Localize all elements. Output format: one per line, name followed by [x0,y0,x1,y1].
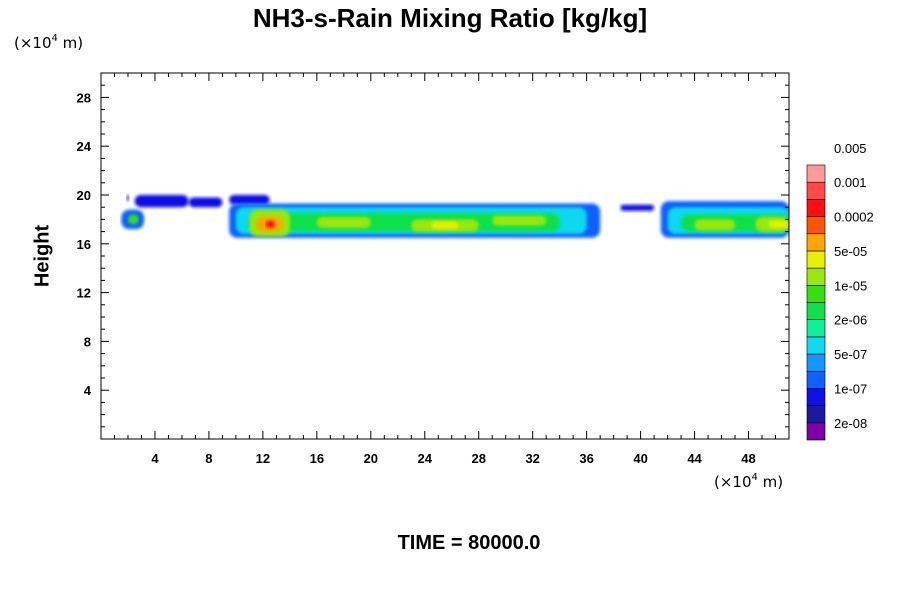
colorbar-label: 5e-07 [834,347,867,362]
x-tick-label: 16 [310,451,324,466]
colorbar-swatch [806,285,826,303]
contour-region [134,195,189,208]
colorbar-swatch [806,353,826,372]
contour-region [127,214,139,225]
y-tick-label: 4 [84,383,92,398]
colorbar-label: 5e-05 [834,244,867,259]
x-unit-label: (×104 m) [714,472,784,491]
colorbar-swatch [806,267,826,286]
colorbar-swatch [806,388,826,406]
x-tick-label: 48 [741,451,755,466]
y-unit-label: (×104 m) [14,33,84,52]
colorbar-label: 1e-05 [834,278,867,293]
colorbar-label: 0.0002 [834,210,874,225]
x-tick-label: 36 [579,451,593,466]
colorbar-swatch [806,422,826,441]
y-tick-label: 24 [77,139,92,154]
colorbar: 2e-08 1e-07 5e-07 2e-06 1e-05 5e-05 0.0002 0.00… [806,141,874,441]
x-tick-label: 44 [687,451,702,466]
x-tick-label: 12 [256,451,270,466]
x-tick-label: 40 [633,451,647,466]
y-tick-label: 28 [77,90,91,105]
contour-region [126,195,130,202]
colorbar-swatch [806,405,826,424]
contour-region [316,216,371,228]
colorbar-swatch [806,250,826,269]
time-label: TIME = 80000.0 [397,532,541,554]
contour-region [694,219,736,231]
colorbar-swatch [806,336,826,355]
y-tick-label: 16 [77,237,91,252]
contour-field [121,195,789,238]
x-tick-label: 32 [525,451,539,466]
contour-region [188,197,223,208]
colorbar-label: 1e-07 [834,381,867,396]
contour-region [431,221,459,230]
x-axis: 4 8 12 16 20 24 28 32 36 40 44 48 [113,73,790,466]
contour-region [768,220,789,228]
y-axis: 4 8 12 16 20 24 28 [77,84,789,428]
x-tick-label: 4 [151,451,159,466]
y-tick-label: 20 [77,188,91,203]
colorbar-swatch [806,370,826,389]
colorbar-swatch [806,216,826,235]
colorbar-label: 0.001 [834,175,867,190]
contour-region [265,220,276,228]
contour-region [492,215,547,226]
colorbar-swatch [806,164,826,183]
colorbar-swatch [806,181,826,200]
y-tick-label: 12 [77,286,91,301]
colorbar-label: 0.005 [834,141,867,156]
colorbar-label: 2e-06 [834,313,867,328]
x-tick-label: 28 [471,451,485,466]
chart-title: NH3-s-Rain Mixing Ratio [kg/kg] [252,3,648,33]
x-tick-label: 8 [205,451,212,466]
colorbar-swatch [806,233,826,252]
x-tick-label: 24 [418,451,433,466]
colorbar-label: 2e-08 [834,416,867,431]
colorbar-swatch [806,319,826,338]
contour-region [620,204,655,211]
plot-frame [100,72,790,440]
contour-region [229,195,270,205]
colorbar-swatch [806,302,826,320]
y-tick-label: 8 [84,334,91,349]
x-tick-label: 20 [364,451,378,466]
colorbar-swatch [806,199,826,217]
